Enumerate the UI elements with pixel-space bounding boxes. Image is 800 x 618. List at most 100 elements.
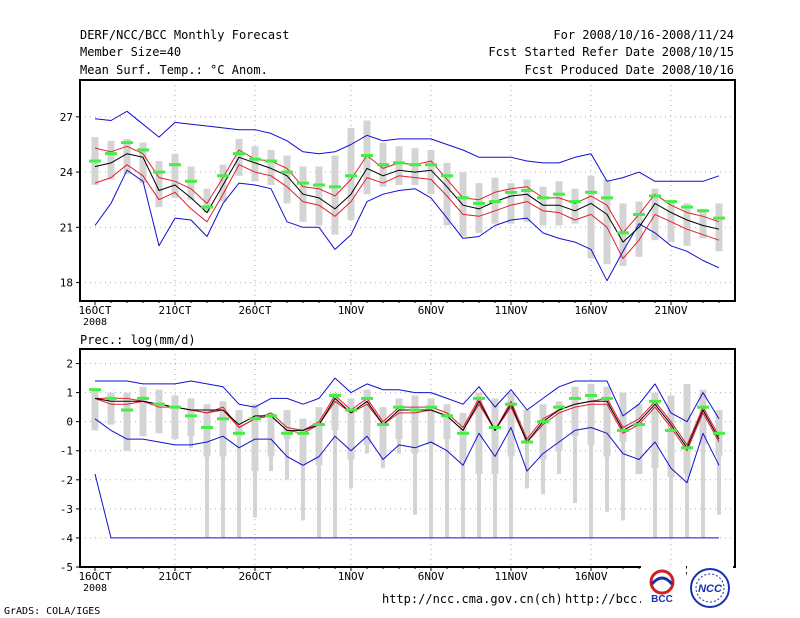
prec-whisker <box>333 430 337 538</box>
prec-box <box>651 392 659 469</box>
prec-lower-envelope-line <box>94 418 720 484</box>
temp-box <box>667 199 675 243</box>
prec-mean-marker <box>361 396 373 400</box>
prec-mean-marker <box>585 394 597 398</box>
prec-box <box>379 407 387 457</box>
prec-box <box>299 418 307 466</box>
prec-box <box>107 392 115 425</box>
ncc-logo-ring <box>690 568 730 608</box>
prec-box <box>155 389 163 434</box>
prec-mean-marker <box>89 388 101 392</box>
temp-ytick-label: 24 <box>60 166 74 179</box>
prec-whisker <box>285 439 289 480</box>
prec-mean-marker <box>697 405 709 409</box>
ncc-logo-text: NCC <box>698 583 723 595</box>
prec-year-label: 2008 <box>83 583 107 594</box>
prec-box <box>395 398 403 440</box>
prec-box <box>459 412 467 463</box>
prec-mean-marker <box>617 428 629 432</box>
temp-mean-marker <box>121 141 133 145</box>
temp-mean-marker <box>409 163 421 167</box>
prec-whisker <box>461 462 465 538</box>
temp-box <box>603 179 611 265</box>
prec-mean-marker <box>505 402 517 406</box>
prec-box <box>587 383 595 445</box>
prec-mean-marker <box>217 417 229 421</box>
temp-box <box>219 164 227 202</box>
temp-mean-marker <box>457 196 469 200</box>
prec-box <box>347 398 355 460</box>
prec-box <box>523 410 531 443</box>
variable-label: Mean Surf. Temp.: °C Anom. <box>80 63 268 77</box>
temp-mean-marker <box>697 209 709 213</box>
temp-mean-marker <box>425 163 437 167</box>
temp-box <box>635 201 643 257</box>
prec-whisker <box>413 453 417 515</box>
temp-mean-marker <box>329 185 341 189</box>
ncc-url[interactable]: http://ncc.cma.gov.cn(ch) <box>382 592 563 606</box>
prec-mean-marker <box>121 408 133 412</box>
fcst-started-date: Fcst Started Refer Date 2008/10/15 <box>488 45 734 59</box>
prec-mean-marker <box>473 396 485 400</box>
prec-mean-marker <box>441 414 453 418</box>
temp-box <box>251 146 259 182</box>
temp-year-label: 2008 <box>83 317 107 328</box>
prec-whisker <box>525 442 529 489</box>
temp-xtick-label: 6NOV <box>418 304 445 317</box>
prec-xtick-label: 21OCT <box>158 570 191 583</box>
temp-mean-marker <box>649 194 661 198</box>
temp-mean-marker <box>313 183 325 187</box>
temp-box <box>507 183 515 224</box>
prec-mean-marker <box>489 425 501 429</box>
temp-mean-marker <box>105 152 117 156</box>
temp-xtick-label: 11NOV <box>494 304 527 317</box>
prec-xtick-label: 6NOV <box>418 570 445 583</box>
precipitation-panel: -5 -4 -3 -2 -1 0 1 2 16OCT 21OCT 26OCT 1NOV 6NOV 11NO… <box>60 348 736 594</box>
prec-ytick-label: -1 <box>60 445 73 458</box>
prec-box <box>443 404 451 440</box>
prec-whisker <box>445 439 449 538</box>
prec-mean-marker <box>393 405 405 409</box>
bcc-logo-text: BCC <box>651 594 673 605</box>
prec-xtick-label: 1NOV <box>338 570 365 583</box>
prec-box <box>507 392 515 457</box>
prec-ytick-label: -3 <box>60 503 73 516</box>
temp-mean-marker <box>665 200 677 204</box>
prec-mean-marker <box>345 408 357 412</box>
precipitation-frame <box>79 348 736 568</box>
temp-mean-marker <box>617 231 629 235</box>
prec-ytick-label: -2 <box>60 474 73 487</box>
temp-mean-marker <box>185 179 197 183</box>
prec-whisker <box>269 456 273 472</box>
prec-mean-marker <box>185 414 197 418</box>
ncc-logo: NCC <box>687 566 733 610</box>
prec-mean-marker <box>233 431 245 435</box>
forecast-period: For 2008/10/16-2008/11/24 <box>553 28 734 42</box>
bcc-logo: BCC <box>641 566 686 610</box>
prec-box <box>683 383 691 474</box>
temp-ytick-label: 18 <box>60 277 73 290</box>
temp-xtick-label: 16NOV <box>574 304 607 317</box>
bcc-url[interactable]: http://bcc.c <box>565 592 652 606</box>
temp-ensemble-mean-line <box>94 153 720 243</box>
prec-whisker <box>701 444 705 538</box>
prec-mean-marker <box>713 431 725 435</box>
temp-mean-marker <box>681 205 693 209</box>
temperature-frame <box>79 79 736 302</box>
figure-title: DERF/NCC/BCC Monthly Forecast <box>80 28 290 42</box>
prec-whisker <box>253 471 257 518</box>
temp-xtick-label: 26OCT <box>238 304 271 317</box>
temp-mean-marker <box>153 170 165 174</box>
precip-label: Prec.: log(mm/d) <box>80 333 196 347</box>
prec-whisker <box>205 456 209 538</box>
temp-box <box>315 166 323 226</box>
prec-mean-marker <box>169 405 181 409</box>
temp-mean-marker <box>601 196 613 200</box>
prec-upper-envelope-line <box>95 377 720 423</box>
prec-box <box>635 404 643 474</box>
temp-box <box>571 188 579 224</box>
prec-box <box>235 410 243 437</box>
temp-mean-marker <box>505 190 517 194</box>
prec-box <box>571 386 579 437</box>
prec-whisker <box>541 459 545 495</box>
